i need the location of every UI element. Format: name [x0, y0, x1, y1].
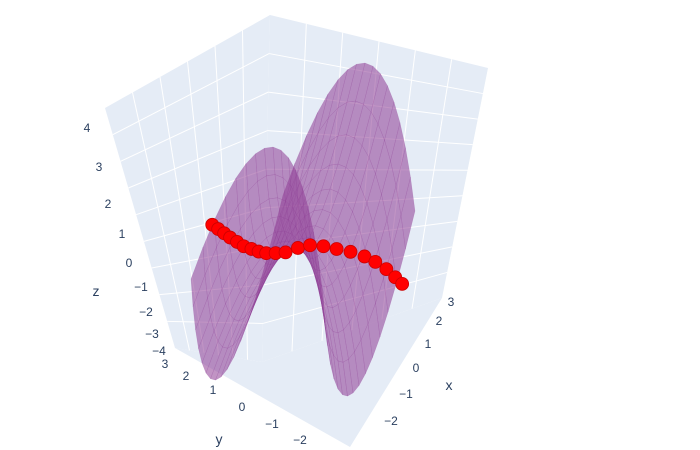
z-axis-ticks: −4 −3 −2 −10 1 2 3 4	[84, 121, 167, 358]
surface-patch	[225, 177, 239, 225]
x-tick-label: 2	[436, 314, 443, 328]
surface-patch	[277, 197, 289, 221]
marker-point	[343, 244, 358, 259]
surface-patch	[266, 174, 278, 200]
surface-patch	[233, 309, 253, 358]
surface-patch	[198, 316, 215, 364]
z-axis-title: z	[93, 283, 100, 299]
z-tick-label: 2	[105, 197, 112, 211]
surface-patch	[315, 259, 324, 312]
surface-patch	[395, 147, 411, 216]
surface-patch	[283, 230, 297, 245]
surface-patch	[260, 261, 277, 280]
surface-patch	[250, 204, 264, 234]
z-tick-label: 1	[119, 227, 126, 241]
z-tick-label: 3	[96, 160, 103, 174]
surface-patch	[322, 300, 334, 332]
surface-patch	[310, 141, 330, 181]
marker-point	[379, 262, 394, 277]
surface-patch	[345, 137, 363, 176]
surface-patch	[232, 247, 248, 282]
z-tick-label: −2	[139, 305, 153, 319]
y-tick-label: −1	[265, 417, 279, 431]
surface-patch	[221, 265, 237, 305]
marker-point	[357, 249, 372, 264]
surface-patch	[268, 197, 281, 218]
x-tick-label: 3	[448, 295, 455, 309]
x-tick-label: −1	[399, 387, 413, 401]
surface-patch	[210, 346, 228, 381]
marker-point	[278, 245, 293, 260]
marker-point	[368, 254, 383, 269]
marker-point	[290, 241, 305, 255]
grid-line	[411, 59, 453, 309]
surface-patch	[249, 275, 267, 299]
marker-point	[329, 242, 344, 256]
marker-series	[205, 217, 410, 291]
surface-patch	[235, 163, 249, 207]
y-tick-label: 1	[210, 383, 217, 397]
surface-patch	[327, 306, 339, 334]
surface-patch	[247, 180, 261, 215]
surface-patch	[190, 247, 206, 307]
y-tick-label: 2	[183, 369, 190, 383]
surface-patch	[215, 344, 234, 381]
x-axis-title: x	[446, 377, 453, 393]
surface-patch	[330, 219, 346, 249]
surface-patch	[238, 294, 256, 322]
y-axis-title: y	[216, 431, 223, 447]
z-tick-label: −4	[152, 344, 166, 358]
surface-patch	[353, 144, 370, 188]
z-tick-label: −1	[134, 280, 148, 294]
x-tick-label: 1	[425, 337, 432, 351]
x-tick-label: 0	[413, 361, 420, 375]
marker-point	[303, 238, 317, 253]
y-tick-label: 3	[162, 357, 169, 371]
z-tick-label: −3	[145, 327, 159, 341]
y-tick-label: −2	[293, 433, 307, 447]
surface-patch	[297, 197, 307, 237]
surface-patch	[350, 268, 364, 312]
surface-patch	[275, 230, 289, 243]
x-tick-label: −2	[384, 414, 398, 428]
surface-patch	[233, 296, 251, 322]
z-tick-label: 4	[84, 121, 91, 135]
marker-point	[395, 276, 410, 291]
surface-patch	[320, 135, 339, 172]
z-tick-label: 0	[126, 256, 133, 270]
y-axis-ticks: −2 −1 0 1 23	[162, 357, 308, 447]
surface-patch	[274, 174, 286, 202]
surface-patch	[323, 212, 339, 237]
surface-patch	[372, 194, 388, 249]
grid-line	[132, 92, 190, 351]
marker-point	[316, 239, 331, 254]
surface-patch	[337, 296, 350, 331]
y-tick-label: 0	[239, 400, 246, 414]
surface-patch	[366, 173, 382, 225]
